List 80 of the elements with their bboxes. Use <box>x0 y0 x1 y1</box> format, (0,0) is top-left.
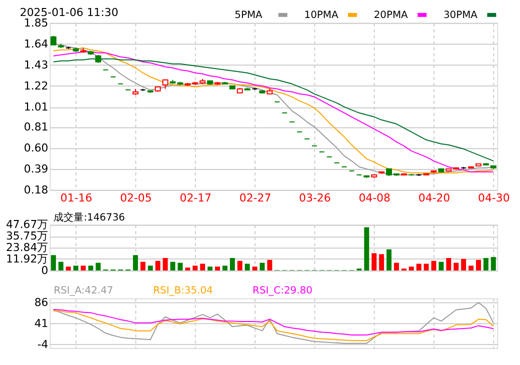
bar <box>200 264 206 270</box>
y-tick-label: 1.43 <box>24 58 48 72</box>
bar <box>66 266 71 270</box>
x-tick-label: 02-27 <box>239 191 272 204</box>
legend-label: 5PMA <box>234 10 263 21</box>
bar <box>379 254 384 270</box>
bar <box>454 262 459 270</box>
bar <box>178 262 183 270</box>
y-tick-label: 41 <box>34 316 48 330</box>
bar <box>88 266 94 270</box>
x-tick-label: 03-26 <box>299 191 331 204</box>
y-tick-label: 23.84万 <box>6 241 48 254</box>
bar <box>185 268 190 270</box>
bar <box>80 266 86 270</box>
y-tick-label: 1.22 <box>24 79 48 92</box>
x-tick-label: 02-17 <box>180 191 212 204</box>
x-tick-label: 04-08 <box>358 191 390 204</box>
bar <box>446 258 452 270</box>
bar <box>364 227 370 270</box>
y-tick-label: 47.67万 <box>6 218 48 232</box>
bar <box>50 255 56 270</box>
y-tick-label: 35.75万 <box>6 230 48 243</box>
y-tick-label: 1.85 <box>24 16 48 30</box>
bar <box>416 264 422 270</box>
y-tick-label: 86 <box>34 296 48 309</box>
y-tick-label: 0 <box>41 264 48 277</box>
bar <box>394 262 399 270</box>
bar <box>162 258 168 270</box>
series-label: RSI_A:42.47 <box>54 285 114 296</box>
y-tick-label: 0.81 <box>24 120 48 134</box>
x-tick-label: 01-16 <box>60 191 92 204</box>
bar <box>386 249 392 270</box>
candlestick <box>50 35 56 46</box>
y-tick-label: 0.60 <box>24 141 48 154</box>
legend-label: 20PMA <box>374 10 408 21</box>
bar <box>490 257 496 270</box>
line-series <box>52 302 494 344</box>
bar <box>476 260 481 270</box>
legend-label: 10PMA <box>304 10 338 21</box>
y-tick-label: 0.39 <box>24 162 48 176</box>
line-series <box>52 308 494 336</box>
bar <box>237 260 242 270</box>
bar <box>58 262 64 270</box>
x-tick-label: 04-30 <box>478 191 510 204</box>
bar <box>155 260 160 270</box>
bar <box>244 264 250 270</box>
y-tick-label: 0.18 <box>24 183 48 196</box>
bar <box>148 266 153 270</box>
candlestick <box>162 79 168 90</box>
line-series <box>52 310 494 342</box>
bar <box>73 266 78 270</box>
bar <box>431 260 436 270</box>
legend-label: 30PMA <box>443 10 478 21</box>
x-tick-label: 02-05 <box>120 191 152 204</box>
bar <box>140 262 146 270</box>
y-tick-label: 11.92万 <box>6 252 48 266</box>
y-tick-label: 1.64 <box>24 37 48 50</box>
bar <box>468 266 474 270</box>
bar <box>96 262 101 270</box>
y-tick-label: 1.01 <box>24 100 48 114</box>
bar <box>372 253 377 270</box>
bar <box>483 258 488 270</box>
bar <box>230 258 235 270</box>
x-tick-label: 04-20 <box>418 191 450 204</box>
bar <box>438 262 444 270</box>
bar <box>252 266 258 270</box>
y-tick-label: -4 <box>37 338 48 351</box>
bar <box>132 255 138 270</box>
text: RSI_B:35.04 <box>153 285 213 296</box>
bar <box>192 266 198 270</box>
text: RSI_C:29.80 <box>252 285 312 296</box>
bar <box>215 266 220 270</box>
chart-title: 2025-01-06 11:30 <box>20 6 118 19</box>
bar <box>408 266 414 270</box>
bar <box>222 266 228 270</box>
bar <box>267 260 272 270</box>
bar <box>461 258 466 270</box>
bar <box>208 266 213 270</box>
text: 成交量:146736 <box>54 212 125 224</box>
bar <box>424 264 429 270</box>
